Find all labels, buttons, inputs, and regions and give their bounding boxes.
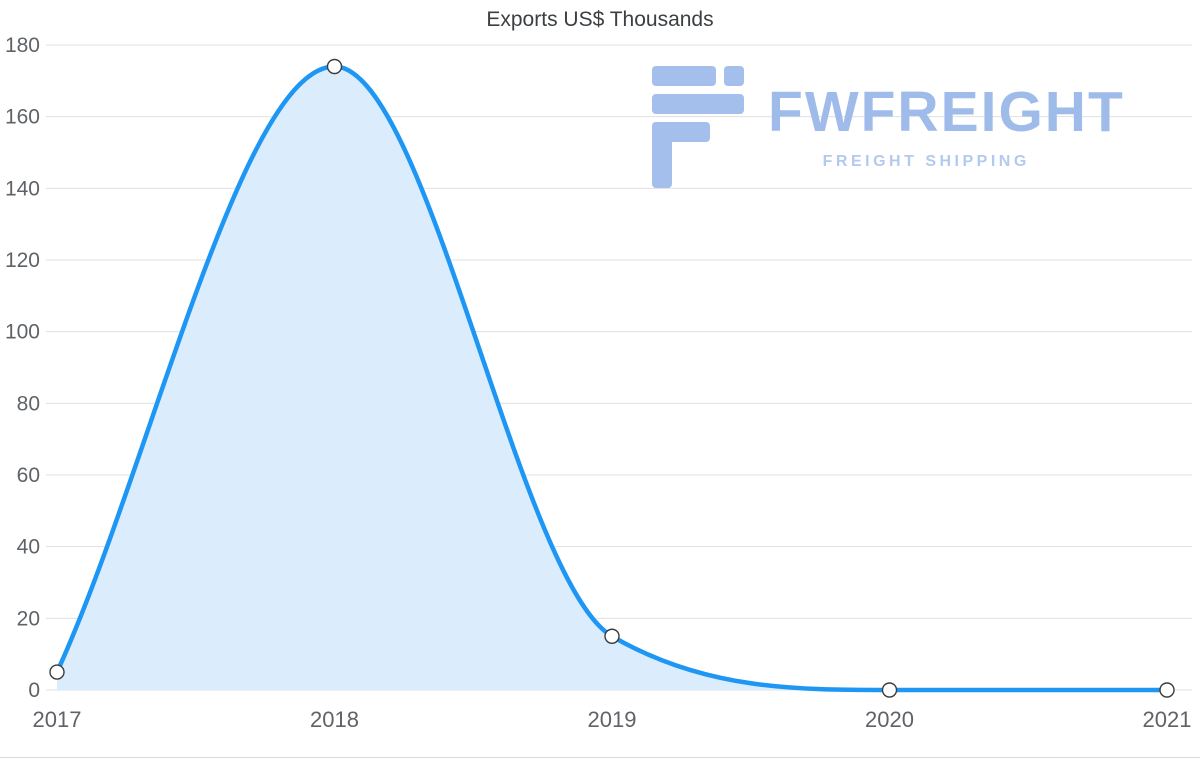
y-tick-label: 0 (28, 679, 40, 702)
y-tick-label: 20 (17, 607, 40, 630)
bottom-divider (0, 757, 1200, 758)
data-point[interactable] (326, 58, 343, 75)
area-fill (57, 66, 1167, 690)
y-tick-label: 100 (5, 321, 40, 344)
y-tick-label: 60 (17, 464, 40, 487)
data-point[interactable] (881, 682, 898, 698)
chart-title: Exports US$ Thousands (486, 8, 714, 31)
data-point[interactable] (1159, 682, 1175, 698)
x-tick-label: 2020 (865, 707, 914, 732)
x-tick-label: 2018 (310, 707, 359, 732)
y-tick-label: 120 (5, 249, 40, 272)
y-tick-label: 40 (17, 536, 40, 559)
x-tick-label: 2021 (1143, 707, 1192, 732)
series-line (54, 64, 1170, 693)
y-tick-label: 180 (5, 34, 40, 57)
y-tick-label: 80 (17, 392, 40, 415)
x-tick-label: 2019 (588, 707, 637, 732)
data-point[interactable] (604, 628, 620, 644)
y-tick-label: 160 (5, 106, 40, 129)
x-tick-label: 2017 (33, 707, 82, 732)
y-tick-label: 140 (5, 177, 40, 200)
data-point[interactable] (49, 664, 65, 680)
